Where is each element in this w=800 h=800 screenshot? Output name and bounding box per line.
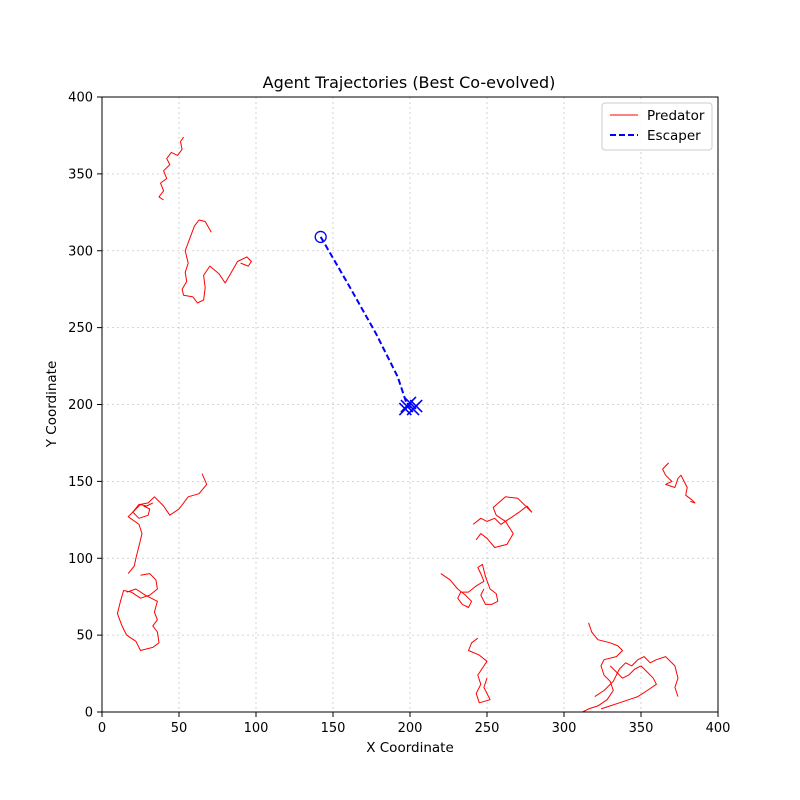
x-tick-label: 100 [244,721,269,736]
predator-path [468,637,491,704]
chart-title: Agent Trajectories (Best Co-evolved) [263,73,556,92]
x-tick-label: 200 [398,721,423,736]
predator-path [440,563,499,608]
x-tick-label: 50 [171,721,188,736]
y-tick-label: 0 [85,706,93,721]
x-tick-label: 0 [98,721,106,736]
legend-predator-label: Predator [647,108,705,124]
y-axis-label: Y Coordinate [44,361,60,449]
escaper-start-marker [314,230,327,244]
predator-path [116,573,160,651]
predator-path [158,136,185,201]
predator-path [594,656,679,698]
predator-path [582,622,623,713]
predator-path [132,502,154,519]
x-tick-label: 150 [321,721,346,736]
x-tick-label: 400 [706,721,731,736]
escaper-end-marker [409,399,423,413]
x-axis-label: X Coordinate [366,740,454,756]
predator-path [127,473,208,574]
x-tick-label: 250 [475,721,500,736]
predator-path [181,219,252,304]
y-tick-label: 400 [68,91,93,106]
axis-ticks: 0 50 100 150 200 250 300 350 400 0 50 100 150 200 250 3… [68,91,730,737]
predator-path [472,496,533,548]
x-tick-label: 300 [552,721,577,736]
x-tick-label: 350 [629,721,654,736]
legend-escaper-label: Escaper [647,128,701,144]
y-tick-label: 300 [68,244,93,259]
y-tick-label: 100 [68,552,93,567]
y-tick-label: 350 [68,167,93,182]
plot-data [116,136,696,713]
escaper-end-marker [403,396,417,410]
y-tick-label: 50 [76,629,93,644]
escaper-end-marker [398,402,412,416]
y-tick-label: 150 [68,475,93,490]
predator-path [662,462,696,504]
y-tick-label: 250 [68,321,93,336]
predator-path [600,665,657,710]
y-tick-label: 200 [68,398,93,413]
legend: Predator Escaper [601,102,713,151]
